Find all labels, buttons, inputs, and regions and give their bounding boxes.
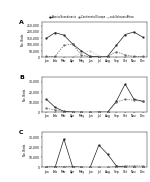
Y-axis label: No. Birds: No. Birds <box>23 88 27 101</box>
Y-axis label: No. Birds: No. Birds <box>21 33 25 46</box>
Text: C: C <box>19 130 23 135</box>
Y-axis label: No. Birds: No. Birds <box>23 144 27 156</box>
Text: B: B <box>19 75 24 80</box>
Legend: Siberia/Scandinavia, Continental Europe, sub-Saharan Africa: Siberia/Scandinavia, Continental Europe,… <box>48 15 133 19</box>
Text: A: A <box>19 20 24 25</box>
